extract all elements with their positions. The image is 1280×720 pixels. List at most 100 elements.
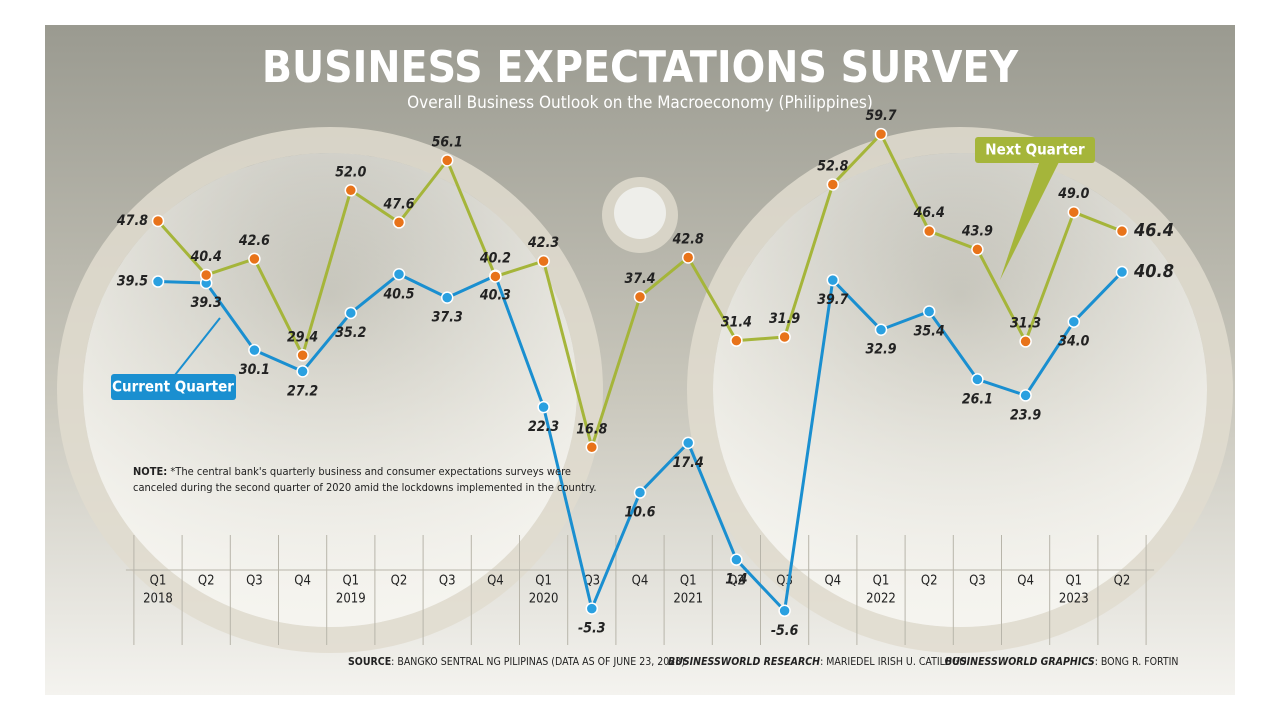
data-label: 43.9: [962, 223, 993, 239]
data-label: 40.8: [1133, 261, 1174, 282]
data-label: 42.3: [528, 235, 559, 251]
data-label: 40.2: [480, 250, 511, 266]
x-tick-label: Q2: [921, 574, 938, 589]
data-point: [296, 365, 309, 378]
data-point: [1019, 389, 1032, 402]
svg-text:BUSINESSWORLD RESEARCH: MARIED: BUSINESSWORLD RESEARCH: MARIEDEL IRISH U…: [668, 656, 967, 668]
data-label: 42.8: [673, 231, 704, 247]
data-label: 32.9: [865, 342, 896, 358]
data-label: 17.4: [673, 455, 704, 471]
x-tick-label: 2022: [866, 592, 896, 607]
data-point: [585, 441, 599, 454]
x-tick-label: Q4: [294, 574, 311, 589]
x-tick-label: Q2: [1114, 574, 1131, 589]
x-tick-label: 2020: [529, 592, 559, 607]
note-text: *The central bank's quarterly business a…: [170, 465, 571, 478]
data-label: 22.3: [528, 419, 559, 435]
data-point: [681, 436, 695, 450]
credit-text: : BONG R. FORTIN: [1095, 656, 1179, 668]
x-tick-label: Q1: [150, 574, 167, 589]
data-label: 40.4: [191, 249, 222, 265]
x-tick-label: Q1: [680, 574, 697, 589]
data-point: [489, 270, 502, 283]
data-point: [1019, 335, 1032, 348]
data-label: 52.0: [335, 164, 366, 180]
credit-label: BUSINESSWORLD GRAPHICS: [945, 656, 1095, 668]
data-label: 47.8: [117, 213, 148, 229]
data-label: 46.4: [1133, 220, 1174, 241]
data-label: 30.1: [239, 362, 270, 378]
legend-label: Next Quarter: [985, 141, 1085, 159]
x-tick-label: 2018: [143, 592, 173, 607]
legend-label: Current Quarter: [112, 378, 234, 396]
x-tick-label: Q1: [535, 574, 552, 589]
data-point: [151, 275, 165, 288]
data-label: 52.8: [817, 158, 848, 174]
data-point: [440, 291, 454, 304]
data-point: [874, 323, 888, 336]
data-label: 59.7: [865, 108, 896, 124]
data-label: 31.3: [1010, 315, 1041, 331]
data-label: 39.5: [117, 274, 148, 290]
data-point: [681, 251, 695, 264]
x-tick-label: 2019: [336, 592, 366, 607]
note-label: NOTE:: [133, 465, 167, 478]
data-point: [248, 252, 261, 266]
x-tick-label: Q4: [487, 574, 504, 589]
note: NOTE: *The central bank's quarterly busi…: [133, 465, 596, 494]
data-label: 27.2: [287, 383, 318, 399]
data-label: 42.6: [239, 233, 270, 249]
data-point: [537, 400, 550, 414]
data-point: [537, 254, 550, 268]
x-tick-label: Q2: [198, 574, 215, 589]
svg-text:SOURCE: BANGKO SENTRAL NG PILI: SOURCE: BANGKO SENTRAL NG PILIPINAS (DAT…: [348, 656, 685, 668]
chart-title: BUSINESS EXPECTATIONS SURVEY: [262, 42, 1020, 93]
data-point: [199, 268, 213, 282]
data-label: 34.0: [1058, 334, 1089, 350]
data-point: [1067, 315, 1081, 328]
data-label: 39.7: [817, 292, 848, 308]
data-point: [440, 154, 454, 167]
data-point: [392, 268, 406, 281]
data-point: [730, 334, 743, 347]
data-point: [922, 305, 936, 318]
x-tick-label: Q2: [391, 574, 408, 589]
data-point: [826, 178, 840, 191]
data-label: 26.1: [962, 391, 993, 407]
data-point: [971, 243, 984, 256]
data-point: [971, 373, 984, 386]
data-label: 29.4: [287, 329, 318, 345]
data-label: 56.1: [432, 134, 463, 150]
x-tick-label: Q4: [1017, 574, 1034, 589]
data-point: [1067, 205, 1081, 219]
data-label: 35.2: [335, 325, 366, 341]
data-point: [826, 273, 840, 287]
svg-text:BUSINESSWORLD GRAPHICS: BONG R: BUSINESSWORLD GRAPHICS: BONG R. FORTIN: [945, 656, 1178, 668]
x-tick-label: Q1: [873, 574, 890, 589]
credit-text: : MARIEDEL IRISH U. CATILOGO: [820, 656, 967, 668]
x-tick-label: Q1: [342, 574, 359, 589]
data-point: [633, 290, 647, 304]
data-point: [296, 349, 309, 362]
data-label: 40.5: [383, 286, 414, 302]
data-point: [874, 127, 888, 141]
credits: SOURCE: BANGKO SENTRAL NG PILIPINAS (DAT…: [348, 656, 1178, 668]
category-axis: Q1 2018 Q2 Q3 Q4 Q1 2019 Q2 Q3 Q4 Q1 2020 Q3 Q4 Q1 2021…: [125, 535, 1155, 645]
data-label: -5.6: [771, 623, 799, 639]
data-label: 16.8: [576, 421, 607, 437]
data-label: 35.4: [914, 323, 945, 339]
data-label: 31.4: [721, 315, 752, 331]
data-label: 47.6: [383, 196, 414, 212]
data-point: [1115, 224, 1129, 238]
data-label: 1.4: [725, 572, 747, 588]
data-point: [922, 224, 936, 238]
data-point: [151, 214, 165, 228]
svg-text:NOTE: *The central bank's quar: NOTE: *The central bank's quarterly busi…: [133, 465, 571, 478]
x-tick-label: Q3: [439, 574, 456, 589]
data-point: [730, 553, 743, 566]
data-label: -5.3: [578, 621, 606, 637]
data-point: [633, 486, 647, 499]
data-point: [248, 343, 261, 357]
binoculars: [57, 127, 1233, 653]
